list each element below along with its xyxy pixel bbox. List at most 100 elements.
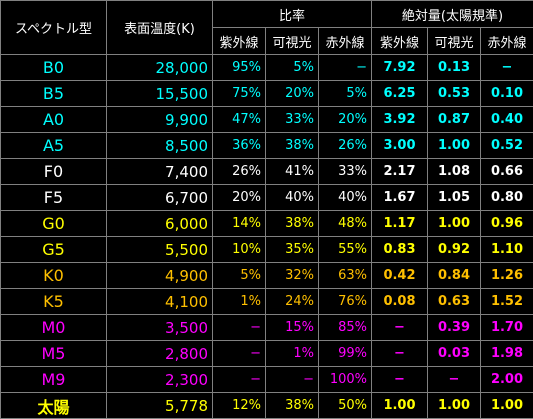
cell-ir-abs: 1.26	[480, 262, 533, 289]
cell-type: K5	[0, 288, 107, 315]
cell-uv-abs: 1.67	[371, 184, 428, 211]
cell-ir-abs: 1.70	[480, 314, 533, 341]
cell-uv-abs: 1.00	[371, 392, 428, 419]
cell-ir-abs: 1.98	[480, 340, 533, 367]
table-row: F0 7,400 26% 41% 33% 2.17 1.08 0.66	[0, 158, 533, 185]
sun-row: 太陽 5,778 12% 38% 50% 1.00 1.00 1.00	[0, 392, 533, 419]
cell-ir-abs: 1.10	[480, 236, 533, 263]
cell-uv-ratio: 10%	[212, 236, 266, 263]
table-row: B0 28,000 95% 5% − 7.92 0.13 −	[0, 54, 533, 81]
cell-visible-abs: 0.03	[427, 340, 481, 367]
table-row: G0 6,000 14% 38% 48% 1.17 1.00 0.96	[0, 210, 533, 237]
header-abs-ir: 赤外線	[480, 27, 533, 55]
header-ratio: 比率	[212, 0, 372, 28]
header-absolute: 絶対量(太陽規準)	[371, 0, 533, 28]
cell-visible-abs: 1.00	[427, 392, 481, 419]
cell-ir-ratio: 55%	[318, 236, 372, 263]
cell-visible-ratio: 33%	[265, 106, 319, 133]
cell-uv-abs: 6.25	[371, 80, 428, 107]
cell-uv-abs: 7.92	[371, 54, 428, 81]
cell-temp: 5,500	[106, 236, 213, 263]
header-abs-visible: 可視光	[427, 27, 481, 55]
cell-visible-ratio: 20%	[265, 80, 319, 107]
cell-temp: 8,500	[106, 132, 213, 159]
table-row: F5 6,700 20% 40% 40% 1.67 1.05 0.80	[0, 184, 533, 211]
cell-type: F0	[0, 158, 107, 185]
cell-type: G5	[0, 236, 107, 263]
cell-visible-abs: 0.87	[427, 106, 481, 133]
cell-ir-ratio: 48%	[318, 210, 372, 237]
cell-uv-ratio: 26%	[212, 158, 266, 185]
cell-uv-ratio: 95%	[212, 54, 266, 81]
cell-temp: 4,100	[106, 288, 213, 315]
header-abs-uv: 紫外線	[371, 27, 428, 55]
header-spectral-type: スペクトル型	[0, 0, 107, 55]
cell-visible-abs: 1.00	[427, 132, 481, 159]
cell-visible-ratio: 32%	[265, 262, 319, 289]
header-ratio-uv: 紫外線	[212, 27, 266, 55]
cell-visible-abs: 1.05	[427, 184, 481, 211]
cell-uv-ratio: 5%	[212, 262, 266, 289]
cell-ir-abs: 0.66	[480, 158, 533, 185]
cell-ir-ratio: 33%	[318, 158, 372, 185]
cell-visible-abs: 0.92	[427, 236, 481, 263]
cell-visible-abs: −	[427, 366, 481, 393]
cell-uv-ratio: 12%	[212, 392, 266, 419]
cell-visible-ratio: 38%	[265, 210, 319, 237]
cell-type: K0	[0, 262, 107, 289]
cell-temp: 6,000	[106, 210, 213, 237]
cell-visible-ratio: −	[265, 366, 319, 393]
cell-uv-ratio: 14%	[212, 210, 266, 237]
cell-ir-abs: 0.40	[480, 106, 533, 133]
table-body: B0 28,000 95% 5% − 7.92 0.13 − B5 15,500…	[0, 54, 533, 419]
cell-temp: 3,500	[106, 314, 213, 341]
cell-uv-abs: −	[371, 340, 428, 367]
cell-ir-ratio: 26%	[318, 132, 372, 159]
cell-visible-abs: 1.08	[427, 158, 481, 185]
cell-ir-abs: 1.00	[480, 392, 533, 419]
cell-temp: 5,778	[106, 392, 213, 419]
cell-visible-ratio: 5%	[265, 54, 319, 81]
table-row: B5 15,500 75% 20% 5% 6.25 0.53 0.10	[0, 80, 533, 107]
cell-ir-abs: 0.96	[480, 210, 533, 237]
cell-temp: 6,700	[106, 184, 213, 211]
table-row: K5 4,100 1% 24% 76% 0.08 0.63 1.52	[0, 288, 533, 315]
cell-ir-ratio: 99%	[318, 340, 372, 367]
cell-visible-ratio: 38%	[265, 132, 319, 159]
cell-ir-ratio: 20%	[318, 106, 372, 133]
cell-uv-ratio: 75%	[212, 80, 266, 107]
cell-type: M5	[0, 340, 107, 367]
cell-temp: 28,000	[106, 54, 213, 81]
cell-ir-ratio: 50%	[318, 392, 372, 419]
cell-ir-ratio: 100%	[318, 366, 372, 393]
cell-type: B0	[0, 54, 107, 81]
cell-visible-abs: 0.84	[427, 262, 481, 289]
cell-temp: 9,900	[106, 106, 213, 133]
cell-uv-abs: 0.83	[371, 236, 428, 263]
cell-type: B5	[0, 80, 107, 107]
cell-uv-abs: 0.08	[371, 288, 428, 315]
cell-visible-abs: 0.13	[427, 54, 481, 81]
cell-visible-ratio: 24%	[265, 288, 319, 315]
table-row: A0 9,900 47% 33% 20% 3.92 0.87 0.40	[0, 106, 533, 133]
cell-visible-ratio: 38%	[265, 392, 319, 419]
cell-uv-abs: 0.42	[371, 262, 428, 289]
cell-ir-ratio: 85%	[318, 314, 372, 341]
cell-uv-abs: 1.17	[371, 210, 428, 237]
table-row: K0 4,900 5% 32% 63% 0.42 0.84 1.26	[0, 262, 533, 289]
cell-temp: 7,400	[106, 158, 213, 185]
cell-type: A0	[0, 106, 107, 133]
cell-type: 太陽	[0, 392, 107, 419]
table-row: M0 3,500 − 15% 85% − 0.39 1.70	[0, 314, 533, 341]
cell-ir-ratio: 40%	[318, 184, 372, 211]
cell-uv-abs: −	[371, 366, 428, 393]
cell-uv-abs: −	[371, 314, 428, 341]
cell-temp: 15,500	[106, 80, 213, 107]
cell-ir-abs: 0.10	[480, 80, 533, 107]
header-surface-temp: 表面温度(K)	[106, 0, 213, 55]
cell-uv-ratio: −	[212, 314, 266, 341]
table-row: A5 8,500 36% 38% 26% 3.00 1.00 0.52	[0, 132, 533, 159]
cell-visible-ratio: 15%	[265, 314, 319, 341]
cell-temp: 2,800	[106, 340, 213, 367]
